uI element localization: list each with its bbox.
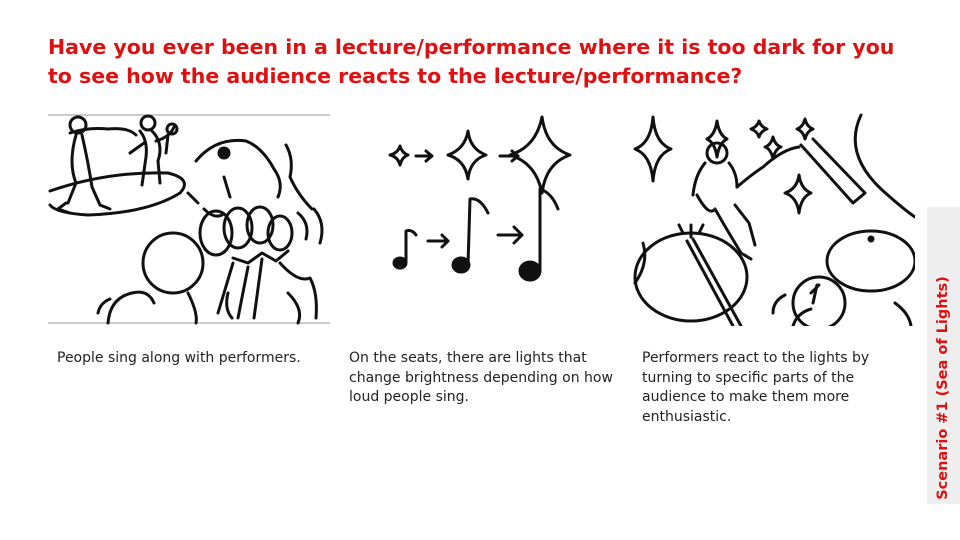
- caption-sing-along: People sing along with performers.: [57, 350, 301, 366]
- sketch-performers-audience: [48, 113, 330, 326]
- caption-performers-react: Performers react to the lights by turnin…: [642, 350, 870, 425]
- slide-title: Have you ever been in a lecture/performa…: [48, 35, 895, 88]
- caption-seat-lights: On the seats, there are lights that chan…: [349, 350, 613, 405]
- sketch-performer-pointing: [633, 113, 915, 326]
- scenario-side-tab: [927, 207, 960, 504]
- sketch-lights-and-notes: [340, 113, 622, 326]
- scenario-label: Scenario #1 (Sea of Lights): [935, 276, 951, 500]
